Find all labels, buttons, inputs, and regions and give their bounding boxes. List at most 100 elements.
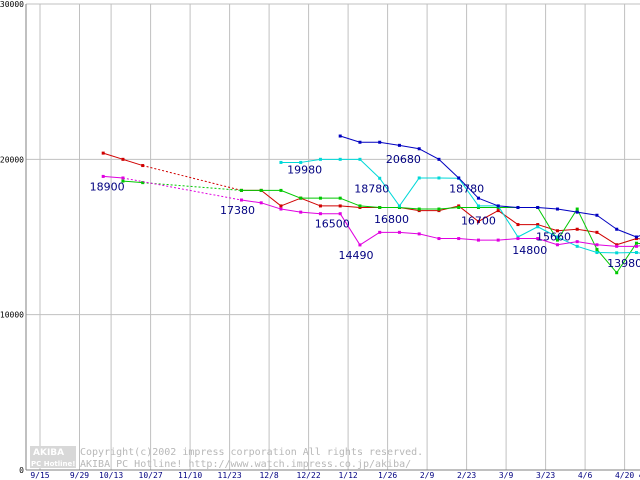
series-blue-segment — [478, 197, 499, 207]
series-magenta-segment — [103, 175, 123, 179]
series-green-point — [279, 188, 283, 192]
series-cyan-segment — [537, 226, 558, 238]
series-cyan-point — [634, 251, 638, 255]
series-magenta-point — [437, 237, 441, 241]
series-red-point — [358, 205, 362, 209]
series-green-segment — [280, 189, 301, 199]
series-red-segment — [122, 158, 143, 167]
price-label: 20680 — [386, 153, 421, 166]
series-blue-point — [457, 176, 461, 180]
series-cyan-point — [437, 176, 441, 180]
series-cyan-point — [555, 235, 559, 239]
series-green-segment — [576, 208, 598, 250]
logo-line-2: PC Hotline! — [31, 460, 75, 468]
series-magenta-segment — [122, 177, 242, 201]
series-red-segment — [596, 231, 617, 246]
series-red-point — [555, 229, 559, 233]
series-green-point — [338, 196, 342, 200]
series-magenta-point — [358, 243, 362, 247]
price-label: 18900 — [90, 180, 125, 193]
series-cyan-point — [299, 160, 303, 164]
series-blue-segment — [379, 141, 400, 146]
series-cyan-point — [615, 251, 619, 255]
series-magenta-segment — [241, 199, 262, 204]
series-blue-point — [634, 235, 638, 239]
x-tick-labels: 9/15 9/29 10/13 10/27 11/10 11/23 12/8 12/22 1/1… — [30, 471, 640, 480]
series-magenta-point — [299, 210, 303, 214]
series-green-point — [457, 205, 461, 209]
series-cyan-point — [476, 204, 480, 208]
series-green-segment — [399, 206, 420, 210]
series-red-segment — [280, 197, 301, 207]
series-magenta-point — [279, 207, 283, 211]
series-magenta-point — [417, 232, 421, 236]
price-label: 16800 — [374, 213, 409, 226]
y-tick-label: 20000 — [0, 155, 24, 164]
series-magenta-point — [496, 238, 500, 242]
akiba-logo — [30, 446, 76, 468]
x-tick-label: 3/23 — [536, 471, 555, 480]
series-red-point — [457, 204, 461, 208]
series-magenta-point — [595, 243, 599, 247]
series-magenta-point — [397, 230, 401, 234]
series-magenta-segment — [557, 241, 578, 246]
series-magenta-point — [634, 244, 638, 248]
series-red — [101, 151, 640, 247]
x-tick-label: 11/10 — [178, 471, 202, 480]
series-blue-segment — [418, 148, 440, 160]
series-cyan-point — [397, 204, 401, 208]
series-blue-point — [496, 204, 500, 208]
series-cyan-point — [358, 157, 362, 161]
series-green-segment — [596, 249, 618, 274]
series-cyan-point — [417, 176, 421, 180]
series-red-segment — [300, 197, 321, 207]
series-magenta-segment — [419, 233, 440, 240]
series-blue-point — [338, 134, 342, 138]
series-green-point — [378, 205, 382, 209]
series-magenta-segment — [458, 238, 479, 241]
series-magenta-segment — [261, 202, 282, 210]
series-blue-segment — [340, 135, 361, 143]
series-cyan-segment — [399, 177, 420, 207]
series-red-segment — [340, 205, 360, 208]
series-cyan-point — [279, 160, 283, 164]
series-cyan-point — [575, 244, 579, 248]
x-tick-label: 4/20 — [615, 471, 634, 480]
series-magenta-segment — [359, 231, 380, 246]
series-green-point — [318, 196, 322, 200]
y-tick-label: 10000 — [0, 311, 24, 320]
series-magenta-segment — [537, 238, 558, 246]
series-magenta-segment — [399, 231, 420, 235]
series-cyan-point — [536, 225, 540, 229]
y-tick-label: 0 — [19, 466, 24, 475]
series-red-point — [417, 209, 421, 213]
x-tick-label: 2/23 — [457, 471, 476, 480]
series-green-segment — [122, 180, 143, 184]
series-blue-point — [417, 147, 421, 151]
series-cyan-segment — [359, 158, 381, 179]
series-cyan-point — [338, 157, 342, 161]
x-tick-label: 4/27 — [639, 471, 640, 480]
series-red-segment — [103, 152, 124, 160]
series-blue-point — [476, 196, 480, 200]
series-red-point — [615, 243, 619, 247]
series-cyan-point — [318, 157, 322, 161]
x-tick-label: 9/29 — [70, 471, 89, 480]
series-red-point — [634, 237, 638, 241]
series-magenta-segment — [498, 238, 518, 241]
series-magenta-point — [555, 243, 559, 247]
series-cyan-segment — [497, 205, 519, 238]
series-green-segment — [616, 242, 637, 274]
series-magenta-point — [476, 238, 480, 242]
series-magenta-segment — [596, 244, 617, 247]
series-green-segment — [142, 182, 242, 191]
series-cyan-segment — [517, 226, 538, 238]
price-label: 16700 — [461, 215, 496, 228]
series-magenta-point — [318, 212, 322, 216]
series-cyan-point — [595, 251, 599, 255]
x-tick-label: 1/12 — [338, 471, 357, 480]
series — [101, 134, 640, 275]
series-red-segment — [577, 228, 598, 233]
series-magenta-point — [259, 201, 263, 205]
